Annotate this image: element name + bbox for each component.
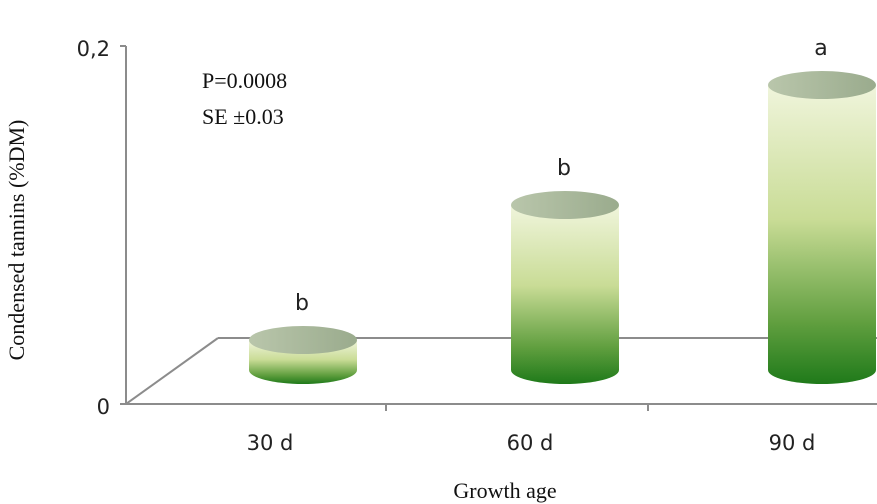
y-axis-title: Condensed tannins (%DM) [4, 120, 29, 361]
floor-depth-edge [125, 337, 219, 405]
x-tick-label: 30 d [247, 431, 294, 455]
p-value-annotation: P=0.0008 [202, 68, 287, 93]
x-tick-label: 60 d [507, 431, 554, 455]
bar-60-d: b 60 d [507, 156, 619, 455]
bar-90-d: a 90 d [768, 36, 876, 455]
bar-top [768, 71, 876, 99]
significance-letter: b [557, 156, 571, 181]
bar-top [249, 326, 357, 354]
x-axis-title: Growth age [453, 478, 556, 503]
significance-letter: b [295, 291, 309, 316]
significance-letter: a [814, 36, 827, 61]
bars: b 30 d b 60 d a 90 d [247, 36, 876, 455]
y-tick-label-max: 0,2 [77, 37, 110, 61]
bar-30-d: b 30 d [247, 291, 357, 455]
axes [120, 45, 877, 411]
y-tick-label-min: 0 [97, 395, 110, 419]
bar-body [511, 205, 619, 384]
x-tick-label: 90 d [769, 431, 816, 455]
se-annotation: SE ±0.03 [202, 104, 284, 129]
bar-top [511, 191, 619, 219]
bar-body [768, 85, 876, 384]
